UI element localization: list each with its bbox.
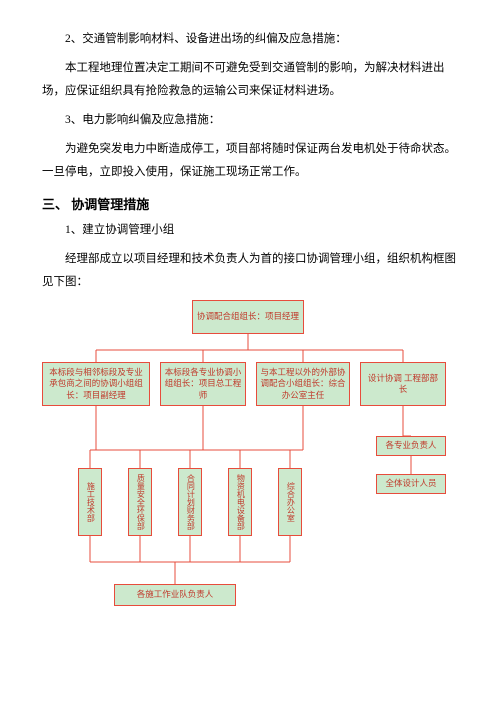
- flowchart-node-r1d: 设计协调 工程部部长: [360, 362, 446, 406]
- flowchart-node-v1: 施工技术部: [78, 468, 102, 536]
- org-flowchart: 协调配合组组长：项目经理本标段与相邻标段及专业承包商之间的协调小组组长：项目副经…: [42, 300, 458, 660]
- flowchart-node-bottom: 各施工作业队负责人: [114, 584, 236, 606]
- flowchart-node-v5: 综合办公室: [278, 468, 302, 536]
- section-heading: 三、 协调管理措施: [42, 194, 458, 213]
- paragraph: 3、电力影响纠偏及应急措施：: [42, 109, 458, 132]
- flowchart-node-v2: 质量安全环保部: [128, 468, 152, 536]
- flowchart-node-r1b: 本标段各专业协调小组组长：项目总工程师: [160, 362, 246, 406]
- paragraph: 1、建立协调管理小组: [42, 219, 458, 242]
- flowchart-node-side2: 全体设计人员: [376, 474, 446, 494]
- flowchart-node-r1a: 本标段与相邻标段及专业承包商之间的协调小组组长：项目副经理: [42, 362, 150, 406]
- document-page: 2、交通管制影响材料、设备进出场的纠偏及应急措施： 本工程地理位置决定工期间不可…: [0, 0, 500, 680]
- flowchart-node-v3: 合同计划财务部: [178, 468, 202, 536]
- paragraph: 本工程地理位置决定工期间不可避免受到交通管制的影响，为解决材料进出场，应保证组织…: [42, 57, 458, 103]
- paragraph: 经理部成立以项目经理和技术负责人为首的接口协调管理小组，组织机构框图见下图：: [42, 248, 458, 294]
- flowchart-node-v4: 物资机电设备部: [228, 468, 252, 536]
- paragraph: 2、交通管制影响材料、设备进出场的纠偏及应急措施：: [42, 28, 458, 51]
- flowchart-node-top: 协调配合组组长：项目经理: [192, 300, 304, 334]
- flowchart-node-side1: 各专业负责人: [376, 436, 446, 456]
- flowchart-node-r1c: 与本工程以外的外部协调配合小组组长：综合办公室主任: [256, 362, 350, 406]
- paragraph: 为避免突发电力中断造成停工，项目部将随时保证两台发电机处于待命状态。一旦停电，立…: [42, 138, 458, 184]
